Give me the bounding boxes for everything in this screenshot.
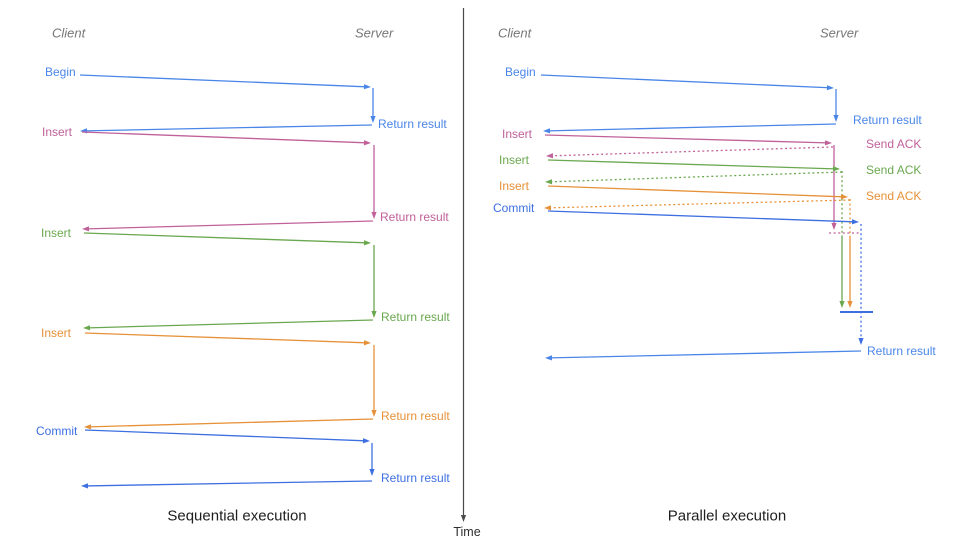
insert3-processing-arrowhead-icon [847, 301, 853, 308]
server-header: Server [820, 26, 859, 41]
begin-request-line [79, 74, 367, 88]
insert1-processing-arrowhead-icon [831, 223, 837, 230]
commit-processing-arrowhead-icon [369, 469, 375, 476]
begin-label: Begin [45, 65, 76, 79]
panel-parallel: Client Server Begin Return result Insert Send… [493, 26, 936, 525]
insert2-ack-label: Send ACK [866, 163, 921, 177]
begin-return-line [84, 124, 373, 132]
time-axis-group: Time [453, 8, 481, 539]
insert2-return-label: Return result [381, 310, 450, 324]
insert2-ack-arrowhead-icon [545, 179, 553, 185]
insert3-processing-arrowhead-icon [371, 410, 377, 417]
time-axis-label: Time [453, 525, 480, 539]
insert2-processing-arrowhead-icon [839, 301, 845, 308]
insert2-request-line [83, 232, 367, 244]
panel-sequential: Client Server Begin Return result Insert Retu… [36, 26, 450, 525]
insert2-request-arrowhead-icon [363, 240, 371, 246]
insert3-return-label: Return result [381, 409, 450, 423]
commit-return-arrowhead-icon [81, 483, 89, 489]
time-axis-arrowhead-icon [460, 515, 467, 522]
insert3-request-arrowhead-icon [840, 194, 848, 200]
final-return-label: Return result [867, 344, 936, 358]
insert3-label: Insert [41, 326, 72, 340]
begin-request-arrowhead-icon [826, 85, 834, 91]
begin-return-arrowhead-icon [543, 128, 551, 134]
insert3-ack-line [548, 199, 851, 209]
insert3-request-line [84, 332, 367, 344]
commit-label: Commit [493, 201, 535, 215]
commit-request-arrowhead-icon [362, 438, 370, 444]
insert2-return-line [87, 319, 374, 329]
begin-label: Begin [505, 65, 536, 79]
panel-title: Sequential execution [167, 508, 306, 525]
insert1-request-line [544, 134, 828, 144]
insert3-return-line [88, 418, 374, 428]
insert3-request-line [547, 185, 844, 198]
insert3-ack-arrowhead-icon [544, 205, 552, 211]
insert1-processing-arrowhead-icon [371, 212, 377, 219]
insert1-return-line [86, 220, 374, 230]
commit-return-label: Return result [381, 471, 450, 485]
insert1-ack-arrowhead-icon [546, 153, 554, 159]
begin-processing-arrowhead-icon [370, 116, 376, 123]
insert3-return-arrowhead-icon [84, 424, 92, 430]
commit-request-arrowhead-icon [851, 219, 859, 225]
insert2-request-line [547, 159, 836, 170]
commit-request-line [84, 429, 366, 442]
insert2-label: Insert [499, 153, 530, 167]
insert2-return-arrowhead-icon [83, 325, 91, 331]
insert1-label: Insert [42, 125, 73, 139]
begin-request-line [540, 74, 830, 89]
begin-return-label: Return result [378, 117, 447, 131]
insert3-label: Insert [499, 179, 530, 193]
begin-return-line [547, 123, 837, 132]
insert3-request-arrowhead-icon [363, 340, 371, 346]
begin-return-label: Return result [853, 113, 922, 127]
client-header: Client [52, 26, 87, 41]
insert1-request-arrowhead-icon [363, 140, 371, 146]
server-header: Server [355, 26, 394, 41]
begin-processing-arrowhead-icon [833, 115, 839, 122]
insert2-label: Insert [41, 226, 72, 240]
insert3-ack-label: Send ACK [866, 189, 921, 203]
commit-request-line [547, 210, 855, 223]
commit-wait-arrowhead-icon [858, 338, 864, 345]
insert1-ack-label: Send ACK [866, 137, 921, 151]
insert1-return-label: Return result [380, 210, 449, 224]
final-return-line [549, 350, 862, 359]
client-header: Client [498, 26, 533, 41]
final-return-arrowhead-icon [545, 355, 553, 361]
insert2-processing-arrowhead-icon [371, 311, 377, 318]
commit-return-line [85, 480, 373, 487]
insert1-request-arrowhead-icon [824, 140, 832, 146]
insert1-request-line [81, 131, 367, 144]
insert2-request-arrowhead-icon [832, 166, 840, 172]
insert1-label: Insert [502, 127, 533, 141]
insert1-ack-line [550, 146, 834, 157]
begin-request-arrowhead-icon [363, 84, 371, 90]
panel-title: Parallel execution [668, 508, 786, 525]
commit-label: Commit [36, 424, 78, 438]
insert1-return-arrowhead-icon [82, 226, 90, 232]
insert2-ack-line [549, 171, 843, 183]
